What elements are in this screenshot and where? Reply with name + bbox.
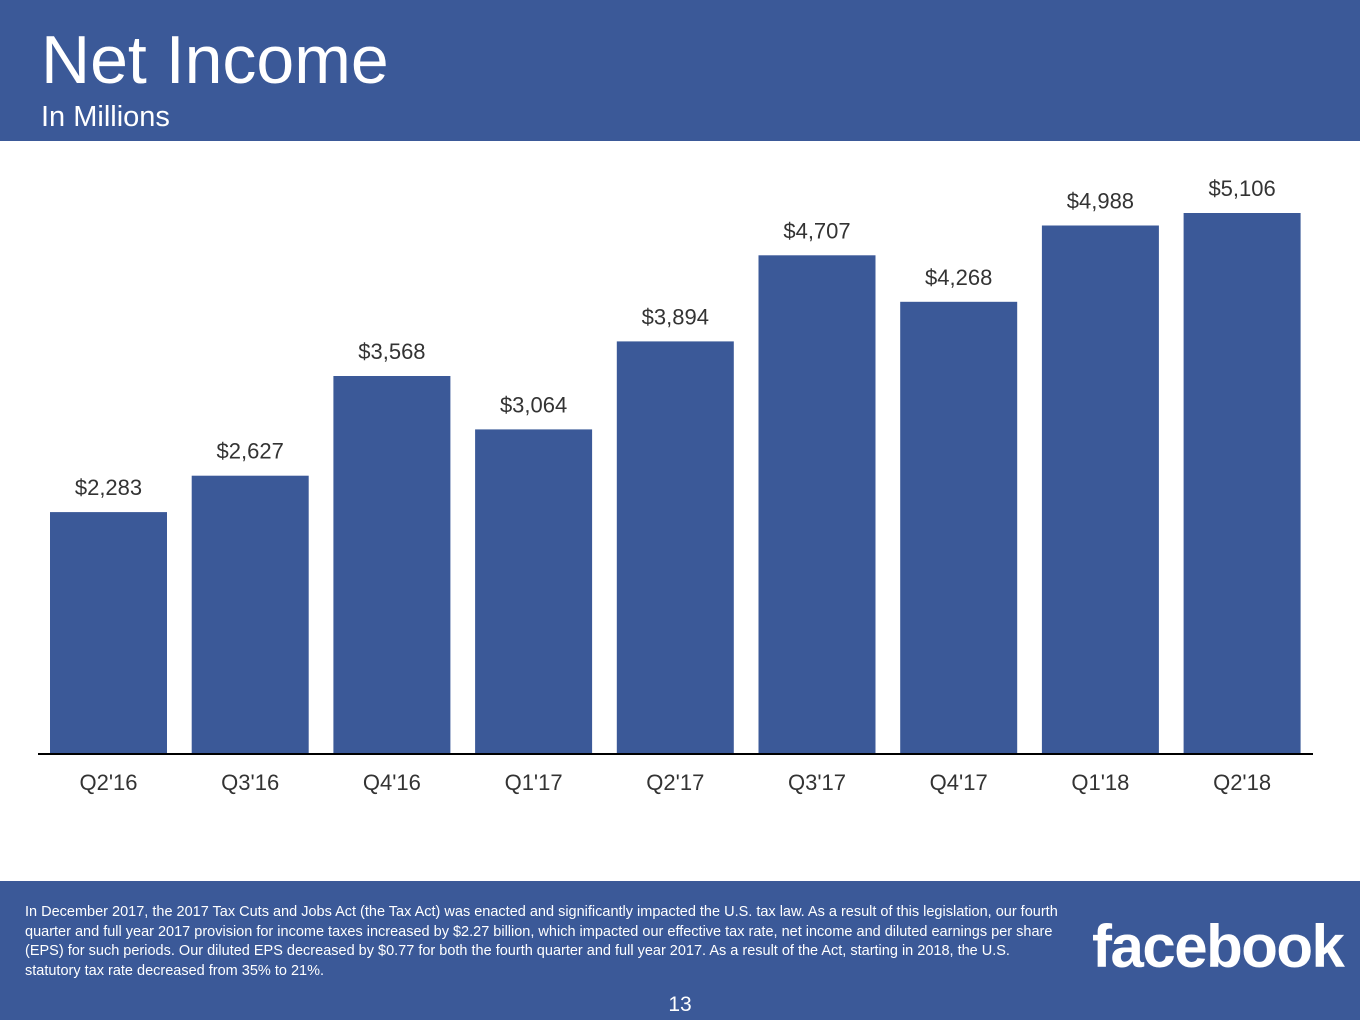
bar — [475, 429, 593, 754]
bar-chart: $2,283 Q2'16 $2,627 Q3'16 $3,568 Q4'16 $3,064 Q… — [38, 176, 1313, 795]
data-label: $3,064 — [500, 392, 567, 417]
bar — [616, 341, 734, 754]
x-tick-label: Q1'18 — [1071, 770, 1129, 795]
x-tick-label: Q2'16 — [79, 770, 137, 795]
facebook-logo: facebook — [1092, 913, 1345, 980]
bar — [1183, 213, 1301, 754]
x-tick-label: Q3'17 — [788, 770, 846, 795]
x-tick-label: Q3'16 — [221, 770, 279, 795]
bar — [758, 255, 876, 755]
header-band: Net Income In Millions — [0, 0, 1360, 141]
slide-subtitle: In Millions — [41, 101, 170, 133]
page-number: 13 — [668, 993, 692, 1016]
footer-band: In December 2017, the 2017 Tax Cuts and … — [0, 881, 1360, 1020]
data-label: $2,283 — [75, 475, 142, 500]
slide-title: Net Income — [41, 22, 389, 98]
chart-area: $2,283 Q2'16 $2,627 Q3'16 $3,568 Q4'16 $3,064 Q… — [0, 141, 1360, 881]
x-tick-label: Q2'17 — [646, 770, 704, 795]
data-label: $2,627 — [217, 439, 284, 464]
bar — [191, 475, 309, 754]
data-label: $3,894 — [642, 304, 709, 329]
x-tick-label: Q4'17 — [930, 770, 988, 795]
footnote: In December 2017, the 2017 Tax Cuts and … — [25, 904, 1058, 979]
data-label: $3,568 — [358, 339, 425, 364]
x-tick-label: Q2'18 — [1213, 770, 1271, 795]
data-label: $5,106 — [1208, 176, 1275, 201]
bar — [900, 301, 1018, 754]
data-label: $4,988 — [1067, 189, 1134, 214]
bar — [1041, 225, 1159, 754]
x-tick-label: Q1'17 — [505, 770, 563, 795]
bar — [333, 376, 451, 754]
bar — [50, 512, 167, 754]
x-tick-label: Q4'16 — [363, 770, 421, 795]
data-label: $4,707 — [783, 218, 850, 243]
data-label: $4,268 — [925, 265, 992, 290]
